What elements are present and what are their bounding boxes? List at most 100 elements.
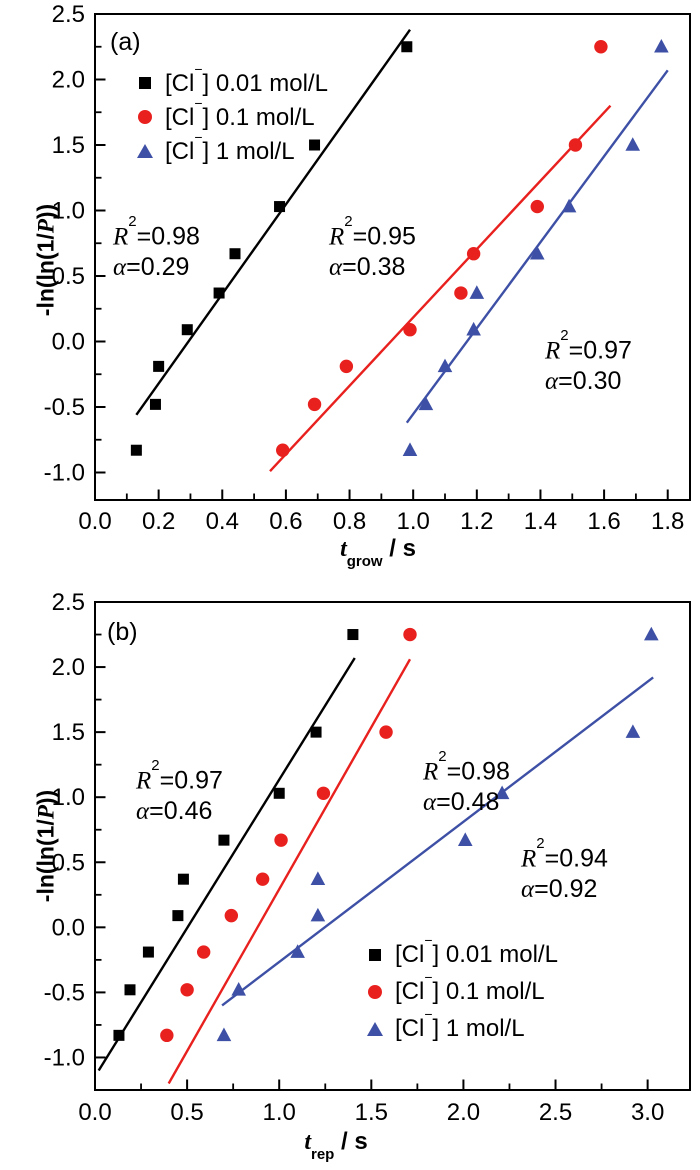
legend-label: [Cl−] 0.01 mol/L: [165, 60, 328, 97]
data-point-triangle: [644, 626, 659, 641]
data-point-triangle: [625, 137, 641, 151]
y-tick-label: 0.0: [52, 328, 85, 355]
x-tick-label: 0.4: [206, 508, 239, 535]
square-marker-icon: [139, 77, 151, 89]
x-tick-label: 3.0: [631, 1099, 664, 1126]
data-point-circle: [466, 247, 481, 261]
data-point-triangle: [231, 981, 246, 996]
x-tick-label: 1.0: [263, 1099, 296, 1126]
y-tick-label: 2.5: [52, 589, 85, 616]
x-tick-label: 1.6: [587, 508, 620, 535]
x-tick-label: 0.8: [333, 508, 366, 535]
data-point-triangle: [625, 724, 641, 738]
fit-line: [135, 29, 411, 416]
x-axis-title-b: trep / s: [304, 1128, 368, 1163]
data-point-triangle: [494, 785, 510, 800]
legend-label: [Cl−] 1 mol/L: [395, 1006, 525, 1042]
legend-item: [Cl−] 0.01 mol/L: [136, 60, 328, 100]
data-point-square: [273, 787, 285, 799]
legend-item: [Cl−] 0.1 mol/L: [366, 969, 558, 1010]
y-axis-title-b: -ln(ln(1/P)): [32, 789, 59, 903]
data-point-circle: [403, 323, 417, 337]
data-point-circle: [403, 627, 417, 642]
plot-frame-a: [94, 13, 691, 501]
data-point-square: [218, 834, 230, 846]
triangle-marker-icon: [137, 144, 153, 158]
data-point-triangle: [561, 198, 577, 213]
fit-stats-b-blue: R2=0.94 α=0.92: [521, 835, 608, 903]
data-point-circle: [316, 786, 331, 800]
data-point-circle: [307, 397, 322, 412]
y-tick-label: 0.0: [52, 914, 85, 941]
legend-item: [Cl−] 1 mol/L: [366, 1006, 558, 1047]
data-point-square: [124, 984, 136, 996]
data-point-circle: [180, 983, 194, 997]
legend-label: [Cl−] 0.1 mol/L: [395, 969, 545, 1005]
y-tick-label: -0.5: [44, 394, 85, 421]
plot-frame-b: [94, 601, 691, 1091]
data-point-square: [181, 324, 193, 336]
data-point-circle: [196, 945, 211, 959]
y-tick-label: 0.5: [52, 849, 85, 876]
fit-stats-b-red: R2=0.98 α=0.48: [423, 748, 510, 816]
fit-line: [221, 676, 654, 1007]
data-point-triangle: [466, 321, 481, 336]
x-tick-label: 1.2: [460, 508, 493, 535]
data-point-square: [172, 910, 184, 922]
y-tick-label: 1.5: [52, 132, 85, 159]
panel-label-a: (a): [110, 28, 141, 56]
data-point-triangle: [310, 907, 326, 922]
triangle-marker-icon: [367, 1021, 383, 1036]
x-tick-label: 0.0: [78, 508, 111, 535]
x-tick-label: 1.5: [355, 1099, 388, 1126]
fit-stats-a-black: R2=0.98 α=0.29: [113, 213, 200, 281]
x-tick-label: 1.8: [651, 508, 684, 535]
y-tick-label: 2.5: [52, 1, 85, 28]
x-tick-label: 0.0: [78, 1099, 111, 1126]
y-tick-label: 0.5: [52, 263, 85, 290]
y-tick-label: -1.0: [44, 1044, 85, 1071]
legend-label: [Cl−] 0.01 mol/L: [395, 932, 558, 968]
fit-stats-a-red: R2=0.95 α=0.38: [329, 213, 416, 281]
x-tick-label: 0.6: [269, 508, 302, 535]
fit-stats-a-blue: R2=0.97 α=0.30: [545, 327, 632, 395]
legend-item: [Cl−] 0.1 mol/L: [136, 95, 328, 134]
x-tick-label: 1.0: [396, 508, 429, 535]
data-point-circle: [274, 833, 288, 847]
x-tick-label: 2.5: [539, 1099, 572, 1126]
data-point-square: [310, 726, 322, 738]
y-tick-label: 1.5: [52, 719, 85, 746]
data-point-square: [177, 873, 189, 885]
data-point-square: [274, 201, 286, 213]
data-point-square: [229, 248, 241, 260]
fit-line: [167, 658, 412, 1085]
data-point-triangle: [290, 944, 305, 958]
y-tick-label: -1.0: [44, 459, 85, 486]
circle-marker-icon: [138, 110, 152, 124]
x-tick-label: 1.4: [524, 508, 557, 535]
data-point-triangle: [402, 442, 418, 457]
legend-item: [Cl−] 1 mol/L: [136, 129, 328, 168]
data-point-circle: [594, 40, 608, 54]
fit-line: [269, 104, 612, 472]
legend-a: [Cl−] 0.01 mol/L [Cl−] 0.1 mol/L [Cl−] 1…: [136, 60, 328, 168]
y-tick-label: 2.0: [52, 66, 85, 93]
x-axis-title-a: tgrow / s: [340, 535, 416, 570]
data-point-triangle: [457, 832, 473, 846]
fit-line: [97, 657, 356, 1072]
fit-stats-b-black: R2=0.97 α=0.46: [136, 757, 223, 825]
data-point-square: [347, 629, 359, 641]
y-tick-label: 1.0: [52, 197, 85, 224]
data-point-circle: [530, 199, 544, 214]
data-point-square: [401, 41, 413, 53]
data-point-triangle: [310, 871, 326, 885]
data-point-triangle: [216, 1027, 232, 1042]
circle-marker-icon: [368, 984, 382, 999]
data-point-square: [113, 1029, 125, 1041]
data-point-circle: [276, 443, 290, 457]
y-tick-label: 2.0: [52, 654, 85, 681]
x-tick-label: 2.0: [447, 1099, 480, 1126]
legend-b: [Cl−] 0.01 mol/L [Cl−] 0.1 mol/L [Cl−] 1…: [366, 932, 558, 1047]
